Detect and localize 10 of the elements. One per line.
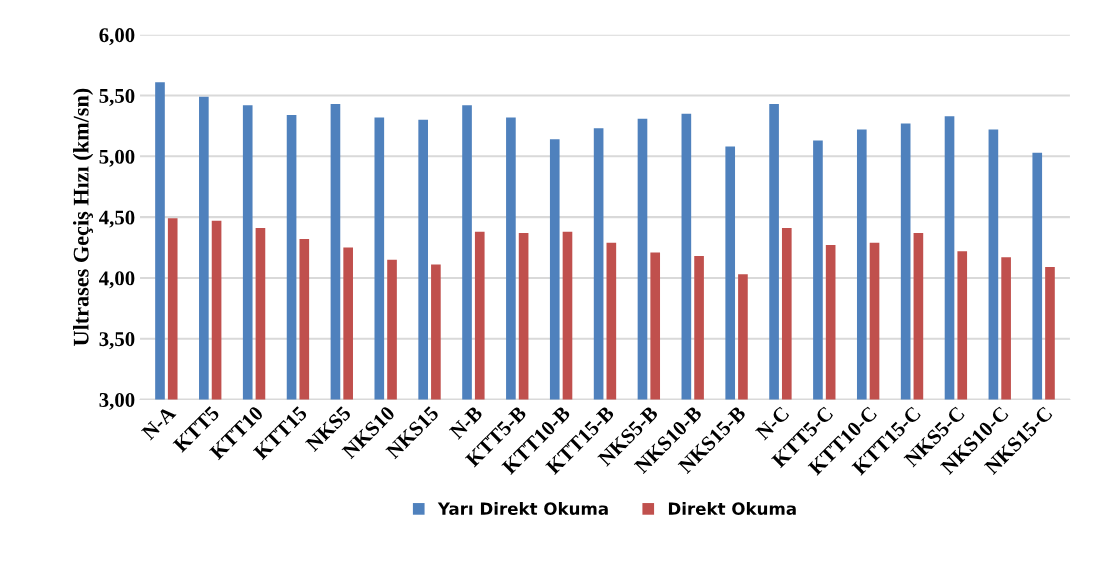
y-axis-title: Ultrases Geçiş Hızı (km/sn): [73, 88, 94, 346]
legend-label: Direkt Okuma: [668, 502, 796, 515]
y-tick-label: 6,00: [99, 28, 135, 46]
y-tick-label: 5,00: [99, 149, 135, 167]
y-tick-label: 3,50: [99, 332, 135, 350]
y-tick-label: 4,00: [99, 271, 135, 289]
y-tick-label: 5,50: [99, 88, 135, 106]
y-tick-label: 4,50: [99, 210, 135, 228]
y-tick-label: 3,00: [99, 392, 135, 410]
legend-label: Yarı Direkt Okuma: [437, 502, 608, 515]
